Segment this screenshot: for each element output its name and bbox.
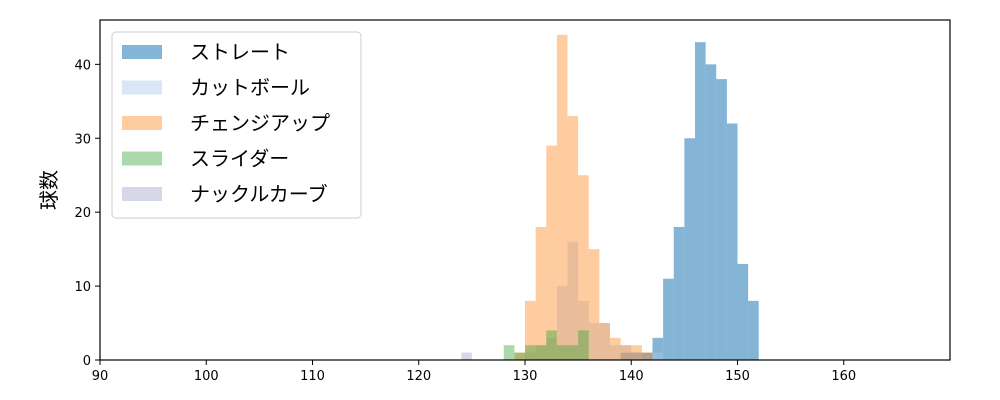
- legend-swatch-4: [122, 187, 162, 201]
- x-tick-label-2: 110: [300, 369, 325, 384]
- bar-series-0-bin-10: [726, 123, 738, 360]
- bar-series-4-bin-0: [461, 352, 472, 360]
- bar-series-0-bin-4: [663, 278, 674, 360]
- y-tick-label-2: 20: [74, 206, 91, 221]
- x-tick-label-4: 130: [513, 369, 538, 384]
- bar-series-2-bin-8: [599, 323, 610, 360]
- bar-series-0-bin-5: [673, 226, 685, 360]
- y-tick-label-4: 40: [74, 58, 91, 73]
- legend-label-2: チェンジアップ: [190, 111, 330, 135]
- legend-swatch-1: [122, 80, 162, 95]
- bar-series-1-bin-2: [546, 337, 557, 360]
- bar-series-2-bin-11: [631, 345, 642, 360]
- bar-series-2-bin-7: [588, 249, 600, 360]
- bar-series-2-bin-4: [556, 34, 568, 361]
- legend-label-3: スライダー: [190, 147, 289, 171]
- bar-series-0-bin-1: [631, 352, 642, 360]
- bar-series-2-bin-6: [578, 175, 589, 360]
- x-tick-label-3: 120: [406, 369, 431, 384]
- bar-series-1-bin-7: [599, 323, 610, 360]
- bar-series-2-bin-1: [525, 300, 536, 360]
- axes-layer: 90 100 110 120 130 140 150 160 0 10 20 30 40: [74, 19, 951, 384]
- bar-series-1-bin-10: [631, 352, 642, 360]
- bar-series-1-bin-9: [620, 345, 632, 360]
- bar-series-1-bin-6: [588, 323, 600, 360]
- x-tick-label-7: 160: [831, 369, 856, 384]
- bar-series-1-bin-0: [525, 352, 536, 360]
- bar-series-3-bin-7: [578, 330, 589, 360]
- bar-series-0-bin-7: [695, 42, 706, 360]
- x-tick-label-0: 90: [92, 369, 109, 384]
- bar-series-2-bin-5: [567, 116, 579, 360]
- bar-series-2-bin-3: [546, 145, 557, 360]
- bar-series-0-bin-11: [737, 263, 749, 360]
- bar-series-0-bin-8: [705, 64, 717, 360]
- legend-label-4: ナックルカーブ: [190, 182, 328, 206]
- bar-series-1-bin-3: [556, 286, 568, 360]
- bar-series-3-bin-2: [525, 345, 536, 360]
- x-tick-label-5: 140: [619, 369, 644, 384]
- bar-series-1-bin-1: [535, 345, 547, 360]
- legend-box: [111, 31, 362, 219]
- y-tick-label-3: 30: [74, 132, 91, 147]
- legend-label-1: カットボール: [190, 76, 310, 100]
- legend-swatch-2: [122, 116, 162, 130]
- bar-series-3-bin-3: [535, 345, 547, 360]
- legend-swatch-3: [122, 151, 162, 166]
- bar-series-0-bin-6: [684, 138, 695, 360]
- legend-label-0: ストレート: [190, 40, 290, 64]
- y-tick-label-0: 0: [83, 354, 91, 369]
- bar-series-3-bin-6: [567, 345, 579, 360]
- bar-series-0-bin-0: [620, 352, 632, 360]
- bar-series-1-bin-4: [567, 241, 579, 360]
- bar-series-3-bin-5: [556, 345, 568, 360]
- x-tick-label-1: 100: [194, 369, 219, 384]
- bar-series-3-bin-1: [514, 352, 525, 360]
- bar-series-0-bin-12: [748, 300, 759, 360]
- bar-series-0-bin-2: [641, 352, 653, 360]
- y-axis-label: 球数: [37, 170, 61, 210]
- bar-series-1-bin-11: [652, 352, 664, 360]
- bar-series-2-bin-12: [641, 352, 653, 360]
- legend-swatch-0: [122, 45, 162, 59]
- bar-series-2-bin-2: [535, 226, 547, 360]
- y-tick-label-1: 10: [74, 280, 91, 295]
- bar-series-0-bin-9: [716, 79, 727, 360]
- bar-series-2-bin-10: [620, 345, 632, 360]
- bar-series-1-bin-8: [610, 345, 621, 360]
- bars-layer: [461, 34, 759, 361]
- bar-series-3-bin-4: [546, 330, 557, 360]
- x-tick-label-6: 150: [725, 369, 750, 384]
- bar-series-2-bin-0: [514, 352, 525, 360]
- bar-series-1-bin-5: [578, 300, 589, 360]
- bar-series-0-bin-3: [652, 337, 664, 360]
- bar-series-3-bin-0: [503, 345, 515, 360]
- bar-series-2-bin-9: [610, 337, 621, 360]
